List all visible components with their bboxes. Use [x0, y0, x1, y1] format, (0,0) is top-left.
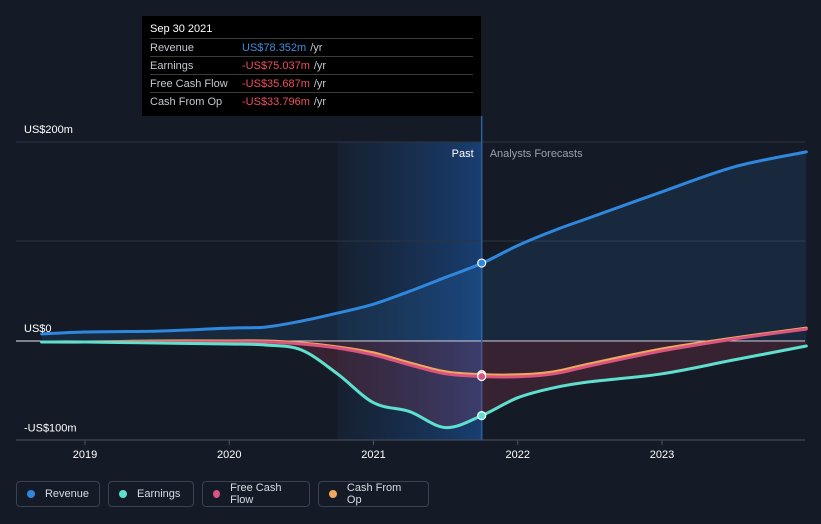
tooltip-row-revenue: Revenue US$78.352m /yr [150, 38, 473, 56]
tooltip: Sep 30 2021 Revenue US$78.352m /yr Earni… [142, 16, 481, 116]
legend: Revenue Earnings Free Cash Flow Cash Fro… [16, 481, 429, 507]
y-tick-label: US$0 [24, 323, 52, 335]
legend-label: Cash From Op [346, 482, 402, 506]
tooltip-value: -US$33.796m [242, 95, 310, 108]
legend-item-earnings[interactable]: Earnings [108, 481, 194, 507]
free-cash-flow-marker [477, 371, 487, 382]
legend-label: Earnings [137, 488, 181, 500]
tooltip-value: -US$75.037m [242, 59, 310, 72]
earnings-marker [477, 411, 487, 421]
tooltip-label: Cash From Op [150, 95, 223, 108]
legend-dot-icon [329, 490, 337, 498]
tooltip-row-earnings: Earnings -US$75.037m /yr [150, 56, 473, 74]
revenue-line [40, 150, 808, 336]
tooltip-label: Revenue [150, 41, 195, 54]
revenue-area [41, 151, 807, 341]
x-tick-label: 2023 [650, 449, 674, 461]
legend-dot-icon [119, 490, 127, 498]
y-tick-label: -US$100m [24, 423, 77, 435]
legend-dot-icon [213, 490, 221, 498]
tooltip-date: Sep 30 2021 [150, 23, 213, 35]
tooltip-label: Earnings [150, 59, 194, 72]
x-tick-label: 2022 [506, 449, 530, 461]
tooltip-label: Free Cash Flow [150, 77, 228, 90]
earnings-line [40, 340, 808, 430]
legend-label: Free Cash Flow [230, 482, 282, 506]
legend-item-free-cash-flow[interactable]: Free Cash Flow [202, 481, 310, 507]
x-tick-label: 2020 [217, 449, 241, 461]
tooltip-unit: /yr [313, 95, 327, 108]
tooltip-row-free-cash-flow: Free Cash Flow -US$35.687m /yr [150, 74, 473, 92]
tooltip-unit: /yr [310, 41, 323, 54]
legend-dot-icon [27, 490, 35, 498]
tooltip-row-cash-from-op: Cash From Op -US$33.796m /yr [150, 92, 473, 110]
revenue-marker [477, 258, 487, 268]
y-tick-label: US$200m [24, 124, 73, 136]
tooltip-value: -US$35.687m [242, 77, 310, 90]
tooltip-value: US$78.352m [242, 41, 307, 54]
forecast-label: Analysts Forecasts [490, 148, 583, 160]
legend-item-cash-from-op[interactable]: Cash From Op [318, 481, 429, 507]
tooltip-unit: /yr [313, 77, 327, 90]
free-cash-flow-line [40, 327, 808, 379]
tooltip-unit: /yr [313, 59, 327, 72]
legend-label: Revenue [44, 488, 89, 500]
x-tick-label: 2019 [73, 449, 97, 461]
earnings-negative-area [41, 341, 807, 428]
legend-item-revenue[interactable]: Revenue [16, 481, 100, 507]
x-tick-label: 2021 [361, 449, 385, 461]
past-label: Past [452, 148, 474, 160]
